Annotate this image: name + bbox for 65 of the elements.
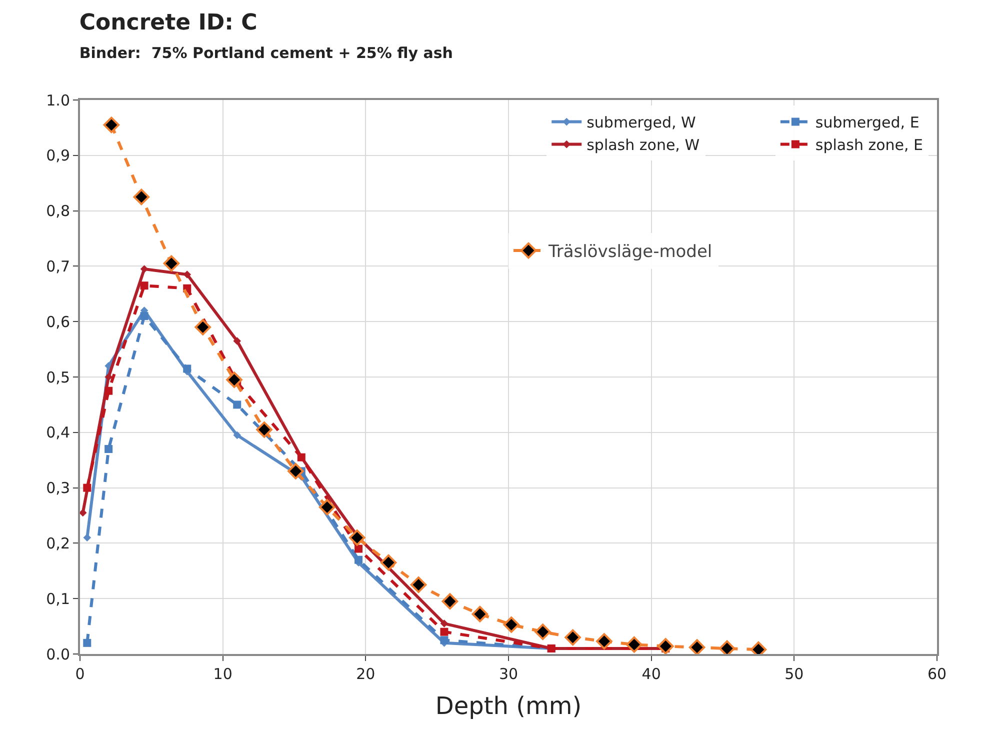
point — [104, 445, 113, 454]
point — [104, 386, 113, 395]
chart-title: Concrete ID: C — [79, 10, 258, 36]
point — [288, 463, 304, 480]
y-tick-label: 0,3 — [46, 479, 70, 498]
x-tick-label: 0 — [75, 665, 85, 683]
point — [534, 624, 551, 640]
point — [472, 606, 488, 622]
point — [354, 556, 363, 564]
point — [348, 530, 366, 546]
y-tick-label: 0,2 — [46, 534, 70, 552]
point — [440, 636, 448, 644]
point — [503, 616, 520, 633]
point — [140, 312, 148, 320]
legend-label: splash zone, E — [815, 136, 924, 154]
point — [233, 431, 242, 440]
point — [140, 282, 148, 290]
chart-subtitle: Binder: 75% Portland cement + 25% fly ash — [79, 44, 453, 62]
point — [233, 337, 242, 345]
point — [140, 265, 148, 273]
point — [596, 633, 612, 650]
point — [256, 421, 272, 438]
point — [564, 629, 581, 646]
y-tick-label: 0,1 — [46, 590, 70, 608]
point — [718, 640, 736, 654]
point — [83, 484, 92, 492]
point — [688, 639, 706, 654]
y-tick-label: 0,8 — [46, 202, 70, 220]
point — [657, 638, 674, 654]
point — [104, 373, 112, 381]
y-tick-label: 1.0 — [46, 91, 70, 110]
y-tick-label: 0,5 — [46, 368, 70, 386]
point — [410, 576, 427, 593]
y-tick-label: 0,7 — [46, 257, 70, 276]
y-tick-label: 0,4 — [46, 424, 70, 442]
point — [354, 544, 363, 553]
legend-label: Träslövsläge-model — [548, 242, 712, 262]
point — [133, 188, 150, 206]
point — [83, 638, 92, 647]
y-tick-label: 0.0 — [46, 645, 70, 664]
legend-label: splash zone, W — [586, 136, 700, 154]
point — [440, 628, 448, 636]
legend-label: submerged, E — [815, 114, 920, 132]
y-tick-label: 0,9 — [46, 146, 70, 165]
legend-label: submerged, W — [586, 114, 696, 132]
point — [442, 593, 458, 610]
point — [183, 364, 192, 373]
point — [318, 499, 336, 516]
point — [626, 636, 642, 653]
point — [103, 116, 120, 134]
x-tick-label: 10 — [213, 665, 232, 683]
x-tick-label: 30 — [498, 665, 518, 683]
point — [440, 620, 448, 628]
point — [233, 400, 242, 409]
point — [80, 508, 87, 517]
x-tick-label: 60 — [927, 665, 947, 683]
x-axis-title: Depth (mm) — [435, 692, 582, 720]
point — [194, 318, 211, 336]
point — [183, 270, 192, 278]
x-tick-label: 20 — [356, 665, 376, 683]
y-tick-label: 0,6 — [46, 312, 70, 331]
x-tick-label: 40 — [642, 665, 661, 683]
point — [380, 554, 397, 571]
x-tick-label: 50 — [784, 665, 804, 683]
point — [163, 255, 180, 272]
